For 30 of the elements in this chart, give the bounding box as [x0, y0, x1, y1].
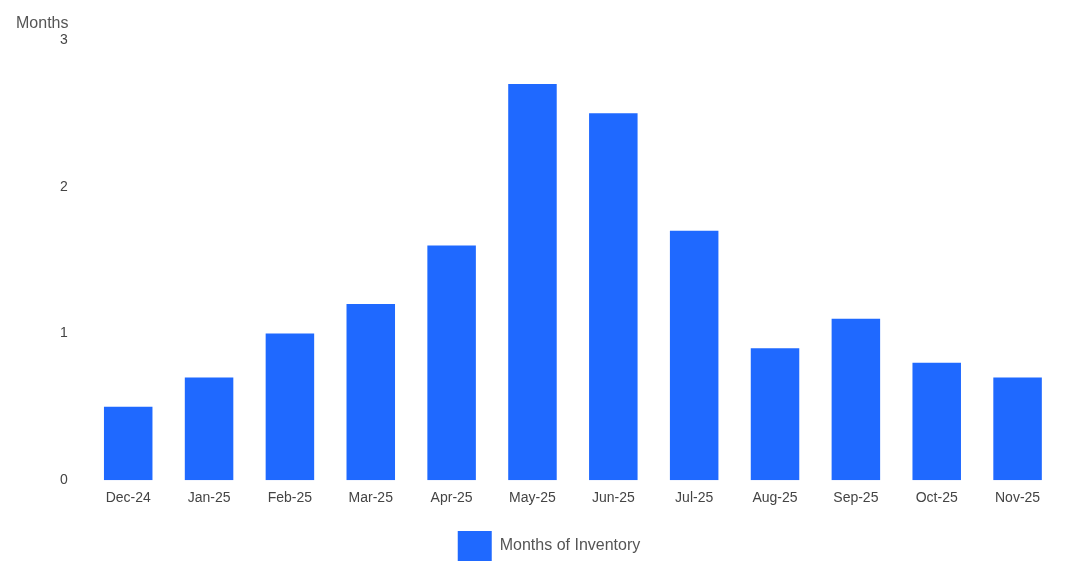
bar [427, 245, 476, 481]
x-tick-label: Jan-25 [187, 489, 231, 506]
bar [346, 304, 396, 481]
y-tick-label: 2 [59, 177, 68, 194]
y-axis-title: Months [16, 14, 69, 32]
bar [508, 84, 557, 481]
bar [103, 406, 153, 481]
bar [912, 362, 961, 481]
x-tick-label: Sep-25 [833, 489, 879, 506]
bar [265, 333, 315, 481]
bar [993, 377, 1042, 481]
x-tick-label: Apr-25 [430, 489, 473, 506]
bar [589, 113, 638, 481]
x-tick-label: Aug-25 [752, 489, 798, 506]
x-tick-label: Nov-25 [995, 489, 1041, 506]
x-tick-label: Oct-25 [915, 489, 958, 506]
bar [184, 377, 234, 481]
x-tick-label: Mar-25 [348, 489, 394, 506]
x-tick-label: Jun-25 [591, 489, 635, 506]
x-tick-label: Jul-25 [675, 489, 714, 506]
bar [669, 230, 719, 481]
x-tick-label: May-25 [509, 489, 557, 506]
y-tick-label: 3 [59, 30, 68, 47]
x-tick-label: Dec-24 [105, 489, 151, 506]
y-tick-label: 1 [59, 324, 68, 341]
bar [750, 348, 800, 481]
x-tick-label: Feb-25 [267, 489, 313, 506]
y-tick-label: 0 [59, 471, 68, 488]
bar [831, 318, 881, 481]
legend-label: Months of Inventory [499, 536, 641, 554]
